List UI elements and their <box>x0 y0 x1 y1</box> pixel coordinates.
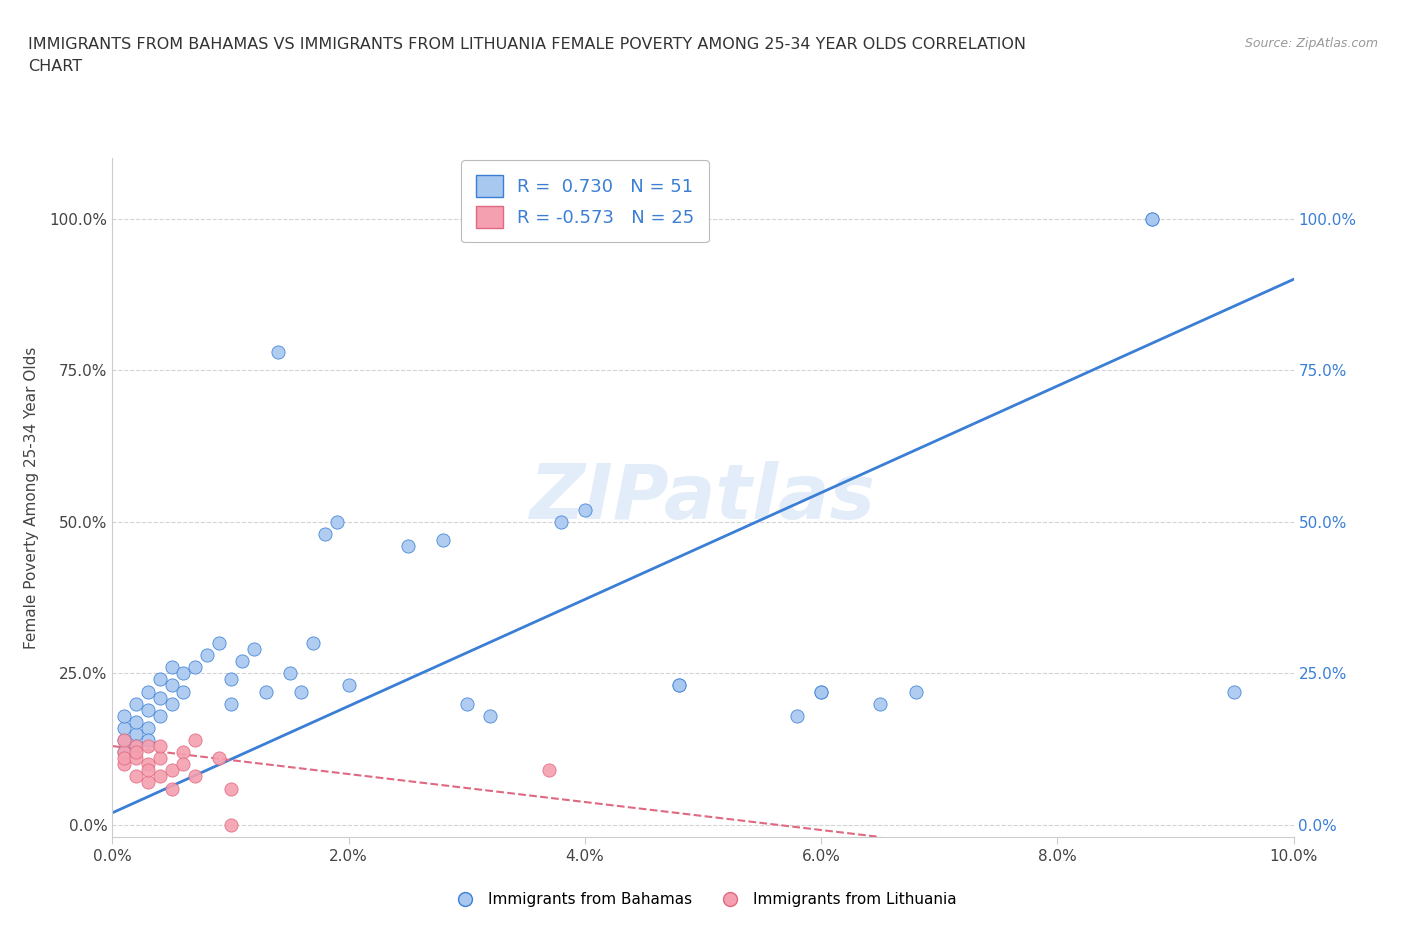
Point <box>160 660 183 675</box>
Point <box>869 697 891 711</box>
Point <box>574 502 596 517</box>
Point <box>136 702 159 717</box>
Text: ZIPatlas: ZIPatlas <box>530 460 876 535</box>
Point <box>231 654 253 669</box>
Point <box>125 726 148 741</box>
Point <box>136 721 159 736</box>
Point <box>219 672 242 687</box>
Point <box>112 721 135 736</box>
Point <box>172 684 194 699</box>
Point <box>149 751 172 765</box>
Point <box>112 745 135 760</box>
Point <box>112 757 135 772</box>
Point <box>136 738 159 753</box>
Legend: R =  0.730   N = 51, R = -0.573   N = 25: R = 0.730 N = 51, R = -0.573 N = 25 <box>461 160 709 243</box>
Point <box>243 642 266 657</box>
Point <box>149 672 172 687</box>
Y-axis label: Female Poverty Among 25-34 Year Olds: Female Poverty Among 25-34 Year Olds <box>24 346 38 649</box>
Point <box>184 733 207 748</box>
Point <box>149 690 172 705</box>
Point <box>326 514 349 529</box>
Point <box>149 738 172 753</box>
Point <box>278 666 301 681</box>
Point <box>125 738 148 753</box>
Text: IMMIGRANTS FROM BAHAMAS VS IMMIGRANTS FROM LITHUANIA FEMALE POVERTY AMONG 25-34 : IMMIGRANTS FROM BAHAMAS VS IMMIGRANTS FR… <box>28 37 1026 74</box>
Point <box>208 635 231 650</box>
Point <box>160 763 183 777</box>
Point <box>112 751 135 765</box>
Point <box>668 678 690 693</box>
Point <box>456 697 478 711</box>
Point <box>810 684 832 699</box>
Point <box>219 697 242 711</box>
Point <box>125 745 148 760</box>
Point <box>136 763 159 777</box>
Point <box>219 781 242 796</box>
Point <box>136 684 159 699</box>
Point <box>172 745 194 760</box>
Point <box>160 697 183 711</box>
Point <box>479 709 502 724</box>
Point <box>267 345 290 360</box>
Point <box>112 709 135 724</box>
Point <box>149 769 172 784</box>
Point <box>432 533 454 548</box>
Legend: Immigrants from Bahamas, Immigrants from Lithuania: Immigrants from Bahamas, Immigrants from… <box>443 886 963 913</box>
Point <box>904 684 927 699</box>
Point <box>112 733 135 748</box>
Point <box>172 666 194 681</box>
Point <box>290 684 312 699</box>
Point <box>396 538 419 553</box>
Point <box>810 684 832 699</box>
Point <box>149 709 172 724</box>
Point <box>219 817 242 832</box>
Point <box>184 660 207 675</box>
Point <box>160 781 183 796</box>
Point <box>112 733 135 748</box>
Point <box>125 738 148 753</box>
Point <box>254 684 277 699</box>
Point <box>314 526 336 541</box>
Point <box>136 775 159 790</box>
Point <box>172 757 194 772</box>
Point <box>125 697 148 711</box>
Point <box>184 769 207 784</box>
Point <box>136 733 159 748</box>
Point <box>786 709 808 724</box>
Point <box>125 769 148 784</box>
Point <box>1140 211 1163 226</box>
Text: Source: ZipAtlas.com: Source: ZipAtlas.com <box>1244 37 1378 50</box>
Point <box>136 757 159 772</box>
Point <box>1223 684 1246 699</box>
Point <box>302 635 325 650</box>
Point <box>125 714 148 729</box>
Point <box>1140 211 1163 226</box>
Point <box>195 647 218 662</box>
Point <box>668 678 690 693</box>
Point <box>538 763 561 777</box>
Point <box>337 678 360 693</box>
Point <box>112 745 135 760</box>
Point <box>160 678 183 693</box>
Point <box>125 751 148 765</box>
Point <box>208 751 231 765</box>
Point <box>550 514 572 529</box>
